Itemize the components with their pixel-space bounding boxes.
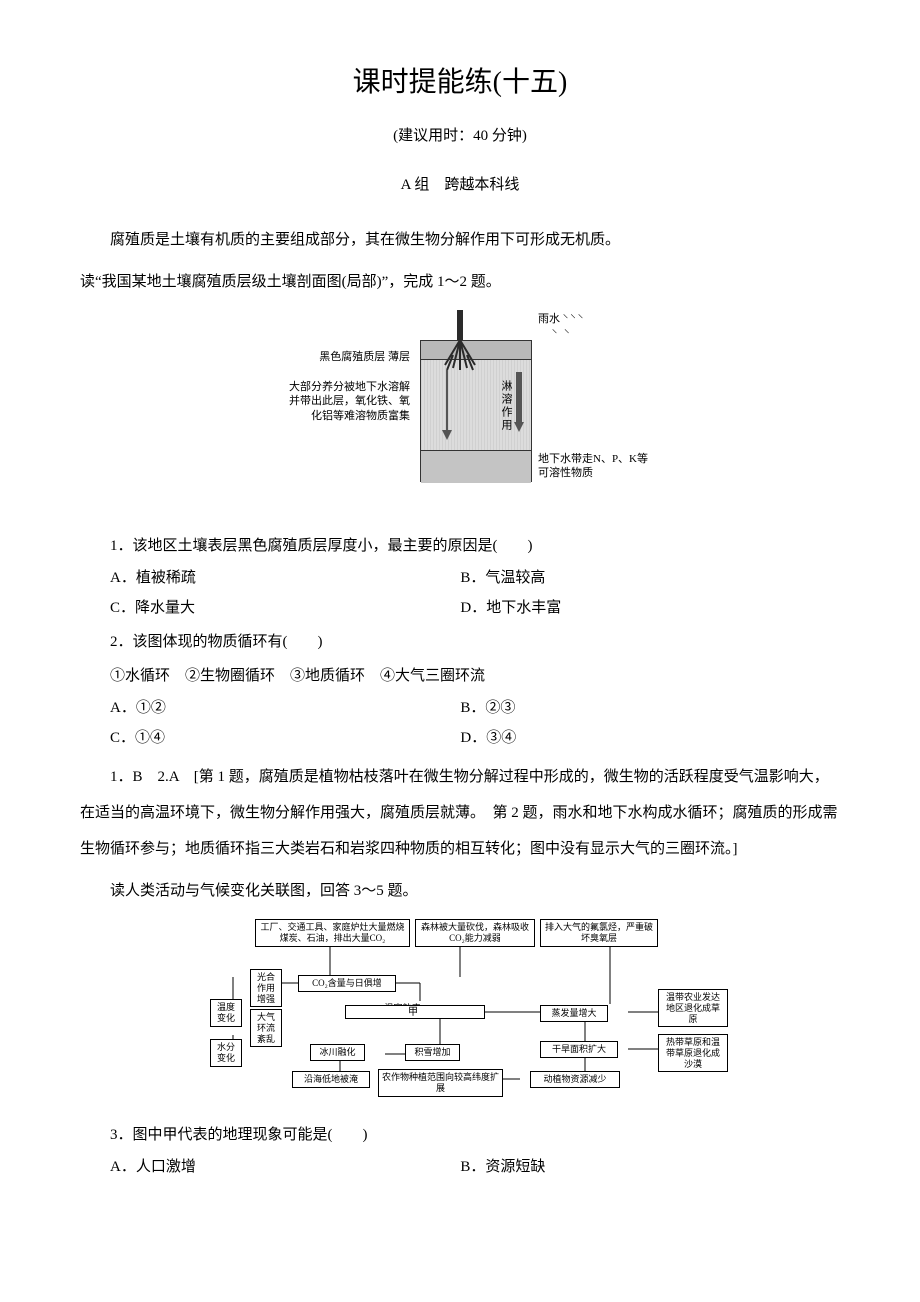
suggested-time: (建议用时：40 分钟) — [80, 124, 840, 145]
flow-temperate: 温带农业发达地区退化成草原 — [658, 989, 728, 1027]
q2-opt-c: C．①④ — [110, 723, 460, 753]
flow-sea: 沿海低地被淹 — [292, 1071, 370, 1088]
q2-opt-b: B．②③ — [460, 693, 840, 723]
flow-snow: 积雪增加 — [405, 1044, 460, 1061]
soil-layer-bottom — [421, 451, 531, 483]
rain-marks-2: ⸌ ⸌ — [552, 328, 572, 340]
q1-opt-d: D．地下水丰富 — [460, 593, 840, 623]
flow-circulation: 大气环流紊乱 — [250, 1009, 282, 1047]
flow-photosynthesis: 光合作用增强 — [250, 969, 282, 1007]
q3-stem: 3．图中甲代表的地理现象可能是( ) — [80, 1120, 840, 1150]
flow-forest: 森林被大量砍伐，森林吸收CO₂能力减弱 — [415, 919, 535, 947]
flow-crop: 农作物种植范围向较高纬度扩展 — [378, 1069, 503, 1097]
q2-choices: ①水循环 ②生物圈循环 ③地质循环 ④大气三圈环流 — [80, 661, 840, 691]
q2-stem: 2．该图体现的物质循环有( ) — [80, 627, 840, 657]
intro-para-3: 读人类活动与气候变化关联图，回答 3～5 题。 — [80, 873, 840, 909]
flow-desert: 热带草原和温带草原退化成沙漠 — [658, 1034, 728, 1072]
q2-options: A．①② B．②③ C．①④ D．③④ — [80, 693, 840, 753]
climate-flowchart-figure: 工厂、交通工具、家庭炉灶大量燃烧煤炭、石油，排出大量CO₂ 森林被大量砍伐，森林… — [80, 919, 840, 1104]
q1-opt-a: A．植被稀疏 — [110, 563, 460, 593]
page-title: 课时提能练(十五) — [80, 60, 840, 100]
flow-bio: 动植物资源减少 — [530, 1071, 620, 1088]
leached-layer-label: 大部分养分被地下水溶解并带出此层，氧化铁、氧化铝等难溶物质富集 — [280, 380, 410, 423]
groundwater-label: 地下水带走N、P、K等可溶性物质 — [538, 452, 648, 481]
rain-text: 雨水 — [538, 313, 560, 325]
q3-options: A．人口激增 B．资源短缺 — [80, 1152, 840, 1182]
q1-stem: 1．该地区土壤表层黑色腐殖质层厚度小，最主要的原因是( ) — [80, 531, 840, 561]
section-group-a: A 组 跨越本科线 — [80, 173, 840, 194]
flow-temp-change: 温度变化 — [210, 999, 242, 1027]
q2-opt-d: D．③④ — [460, 723, 840, 753]
q1-options: A．植被稀疏 B．气温较高 C．降水量大 D．地下水丰富 — [80, 563, 840, 623]
q1-opt-b: B．气温较高 — [460, 563, 840, 593]
flow-evap: 蒸发量增大 — [540, 1005, 608, 1022]
down-arrow-icon — [440, 370, 454, 446]
leach-arrow-icon — [514, 372, 524, 435]
q2-opt-a: A．①② — [110, 693, 460, 723]
flow-factories: 工厂、交通工具、家庭炉灶大量燃烧煤炭、石油，排出大量CO₂ — [255, 919, 410, 947]
soil-profile-figure: 雨水 ⸌⸌⸌ ⸌ ⸌ 黑色腐殖质层 薄层 大部分养分被地下水溶解并带出此层，氧化… — [80, 310, 840, 515]
q3-opt-b: B．资源短缺 — [460, 1152, 840, 1182]
intro-para-1: 腐殖质是土壤有机质的主要组成部分，其在微生物分解作用下可形成无机质。 — [80, 222, 840, 258]
answer-1-2: 1．B 2.A [第 1 题，腐殖质是植物枯枝落叶在微生物分解过程中形成的，微生… — [80, 759, 840, 867]
q3-opt-a: A．人口激增 — [110, 1152, 460, 1182]
rain-label: 雨水 ⸌⸌⸌ ⸌ ⸌ — [538, 310, 585, 341]
flow-jia: 甲 — [408, 1007, 418, 1019]
intro-para-2: 读“我国某地土壤腐殖质层级土壤剖面图(局部)”，完成 1～2 题。 — [80, 264, 840, 300]
leaching-label: 淋溶作用 — [498, 380, 514, 432]
flow-dry: 干旱面积扩大 — [540, 1041, 618, 1058]
rain-marks: ⸌⸌⸌ — [563, 313, 586, 325]
humus-layer-label: 黑色腐殖质层 薄层 — [280, 348, 410, 364]
q1-opt-c: C．降水量大 — [110, 593, 460, 623]
flow-water-change: 水分变化 — [210, 1039, 242, 1067]
flow-cfc: 排入大气的氟氯烃，严重破坏臭氧层 — [540, 919, 658, 947]
flow-ice: 冰川融化 — [310, 1044, 365, 1061]
flow-co2: CO₂含量与日俱增 — [298, 975, 396, 992]
